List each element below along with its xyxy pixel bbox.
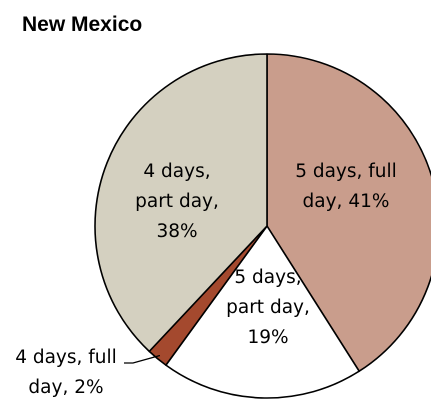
slice-label: 4 days, part day, 38% bbox=[135, 161, 219, 242]
slice-label: 5 days, full day, 41% bbox=[295, 161, 397, 212]
slice-label-line: day, 41% bbox=[303, 191, 390, 212]
slice-label-line: day, 2% bbox=[28, 377, 103, 398]
slice-label-line: 5 days, full bbox=[295, 161, 397, 182]
pie-slices bbox=[94, 53, 431, 399]
slice-label-line: 4 days, bbox=[143, 161, 210, 182]
slice-label: 5 days, part day, 19% bbox=[226, 267, 310, 348]
label-leader-line bbox=[124, 354, 161, 364]
slice-label-line: 5 days, bbox=[234, 267, 301, 288]
pie-slice bbox=[165, 225, 360, 399]
pie-slice bbox=[94, 53, 268, 353]
slice-label-line: part day, bbox=[135, 191, 219, 212]
chart-title: New Mexico bbox=[22, 13, 143, 36]
slice-label-line: 38% bbox=[156, 221, 197, 242]
slice-label: 4 days, full day, 2% bbox=[15, 347, 117, 398]
slice-label-line: 4 days, full bbox=[15, 347, 117, 368]
pie-labels: 5 days, full day, 41% 5 days, part day, 19% 4… bbox=[15, 161, 397, 398]
pie-slice bbox=[266, 53, 431, 373]
slice-label-line: 19% bbox=[247, 327, 288, 348]
slice-label-line: part day, bbox=[226, 297, 310, 318]
